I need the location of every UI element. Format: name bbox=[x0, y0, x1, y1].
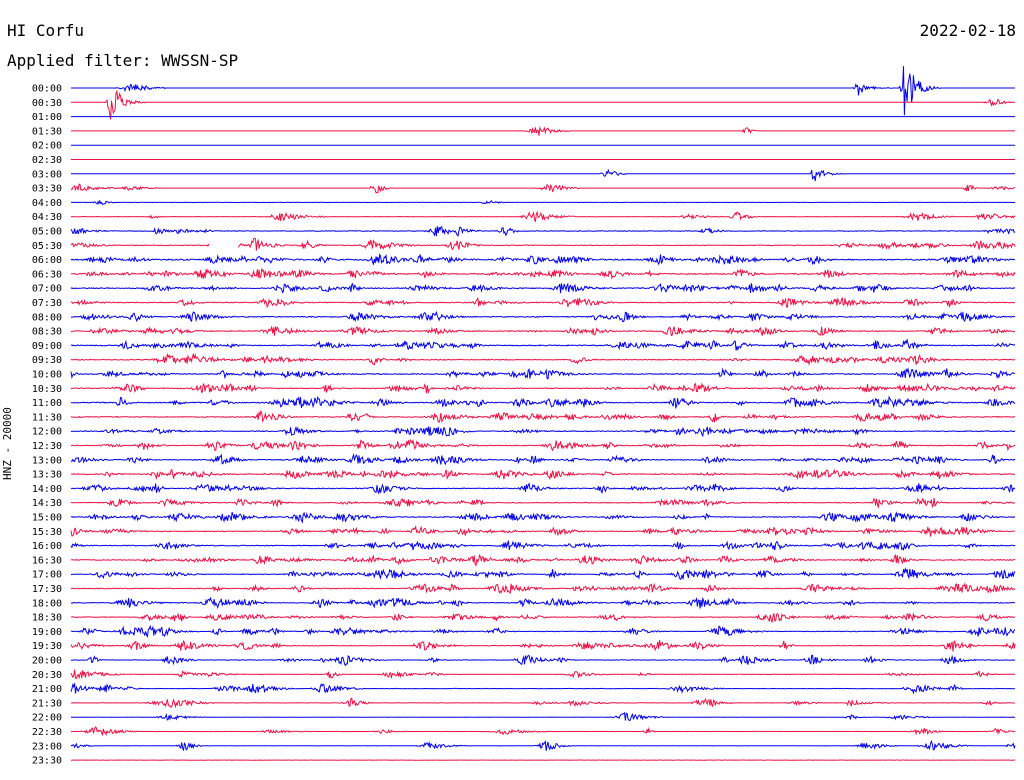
seismogram-trace bbox=[70, 654, 1016, 667]
seismogram-trace bbox=[70, 739, 1016, 751]
time-tick-label: 01:00 bbox=[32, 112, 62, 123]
time-tick-label: 14:00 bbox=[32, 484, 62, 495]
time-tick-label: 10:30 bbox=[32, 384, 62, 395]
seismogram-trace bbox=[71, 126, 1016, 136]
seismogram-trace bbox=[70, 237, 1016, 251]
time-tick-label: 19:30 bbox=[32, 641, 62, 652]
time-tick-label: 16:30 bbox=[32, 555, 62, 566]
seismogram-trace bbox=[70, 669, 1016, 680]
time-tick-label: 13:30 bbox=[32, 470, 62, 481]
seismogram-trace bbox=[70, 612, 1016, 623]
seismogram-trace bbox=[70, 366, 1016, 380]
seismogram-trace bbox=[71, 596, 1016, 609]
seismogram-trace bbox=[71, 89, 1016, 120]
seismogram-trace bbox=[70, 438, 1016, 452]
time-tick-label: 01:30 bbox=[32, 126, 62, 137]
time-tick-label: 00:00 bbox=[32, 84, 62, 95]
time-tick-label: 05:30 bbox=[32, 241, 62, 252]
time-tick-label: 08:30 bbox=[32, 327, 62, 338]
time-tick-label: 07:00 bbox=[32, 284, 62, 295]
time-tick-label: 21:30 bbox=[32, 698, 62, 709]
time-tick-label: 12:30 bbox=[32, 441, 62, 452]
seismogram-trace bbox=[71, 697, 1016, 709]
time-tick-label: 08:00 bbox=[32, 312, 62, 323]
time-tick-label: 00:30 bbox=[32, 98, 62, 109]
time-tick-label: 15:00 bbox=[32, 513, 62, 524]
time-tick-label: 17:30 bbox=[32, 584, 62, 595]
time-tick-label: 09:30 bbox=[32, 355, 62, 366]
seismogram-trace bbox=[70, 497, 1016, 509]
time-tick-label: 03:30 bbox=[32, 184, 62, 195]
time-tick-label: 17:00 bbox=[32, 570, 62, 581]
time-tick-label: 20:30 bbox=[32, 670, 62, 681]
seismogram-trace bbox=[70, 511, 1016, 524]
time-tick-label: 09:00 bbox=[32, 341, 62, 352]
time-tick-label: 04:30 bbox=[32, 212, 62, 223]
time-tick-label: 14:30 bbox=[32, 498, 62, 509]
time-tick-label: 07:30 bbox=[32, 298, 62, 309]
station-title: HI Corfu bbox=[7, 21, 85, 40]
seismogram-trace bbox=[70, 282, 1016, 294]
seismogram-trace bbox=[70, 226, 1016, 237]
time-tick-label: 10:00 bbox=[32, 370, 62, 381]
seismogram-trace bbox=[70, 310, 1016, 323]
time-tick-label: 15:30 bbox=[32, 527, 62, 538]
seismogram-trace bbox=[70, 639, 1016, 652]
time-tick-label: 21:00 bbox=[32, 684, 62, 695]
seismogram-trace bbox=[70, 268, 1016, 280]
time-tick-label: 11:30 bbox=[32, 412, 62, 423]
time-tick-label: 23:00 bbox=[32, 741, 62, 752]
seismogram-trace bbox=[70, 395, 1016, 410]
time-tick-label: 20:00 bbox=[32, 656, 62, 667]
seismogram-trace bbox=[70, 253, 1016, 266]
time-tick-label: 13:00 bbox=[32, 455, 62, 466]
seismogram-trace bbox=[70, 199, 1016, 206]
seismogram-trace bbox=[70, 409, 1016, 424]
time-tick-label: 02:00 bbox=[32, 141, 62, 152]
seismogram-trace bbox=[70, 352, 1016, 366]
seismogram-trace bbox=[71, 66, 1016, 116]
seismogram-trace bbox=[70, 482, 1016, 495]
seismogram-trace bbox=[70, 726, 1016, 737]
time-tick-label: 04:00 bbox=[32, 198, 62, 209]
seismogram-trace bbox=[70, 337, 1016, 352]
seismogram-trace bbox=[71, 468, 1016, 481]
time-tick-label: 11:00 bbox=[32, 398, 62, 409]
time-tick-label: 02:30 bbox=[32, 155, 62, 166]
time-tick-label: 22:30 bbox=[32, 727, 62, 738]
seismogram-trace bbox=[70, 453, 1016, 466]
seismogram-trace bbox=[70, 540, 1016, 551]
seismogram-trace bbox=[70, 711, 1016, 721]
seismogram-trace bbox=[70, 582, 1016, 594]
time-tick-label: 18:30 bbox=[32, 613, 62, 624]
time-tick-label: 18:00 bbox=[32, 598, 62, 609]
seismogram-trace bbox=[70, 426, 1016, 438]
time-tick-label: 12:00 bbox=[32, 427, 62, 438]
seismogram-trace bbox=[70, 525, 1016, 537]
seismogram-trace bbox=[70, 553, 1016, 567]
time-tick-label: 06:00 bbox=[32, 255, 62, 266]
seismogram-trace bbox=[70, 183, 1016, 194]
time-tick-label: 16:00 bbox=[32, 541, 62, 552]
date-label: 2022-02-18 bbox=[919, 21, 1016, 40]
seismogram-trace bbox=[70, 567, 1016, 581]
time-tick-label: 22:00 bbox=[32, 713, 62, 724]
seismogram-trace bbox=[71, 168, 1016, 182]
seismogram-trace bbox=[70, 210, 1016, 222]
time-tick-label: 23:30 bbox=[32, 756, 62, 767]
time-tick-label: 03:00 bbox=[32, 169, 62, 180]
time-tick-label: 19:00 bbox=[32, 627, 62, 638]
seismogram-trace bbox=[70, 296, 1016, 309]
filter-label: Applied filter: WWSSN-SP bbox=[7, 51, 239, 70]
time-tick-label: 06:30 bbox=[32, 269, 62, 280]
seismogram-trace bbox=[71, 382, 1016, 395]
time-tick-label: 05:00 bbox=[32, 227, 62, 238]
seismogram-trace bbox=[70, 624, 1016, 638]
seismogram-trace bbox=[70, 683, 1016, 695]
seismogram-trace bbox=[71, 325, 1016, 337]
